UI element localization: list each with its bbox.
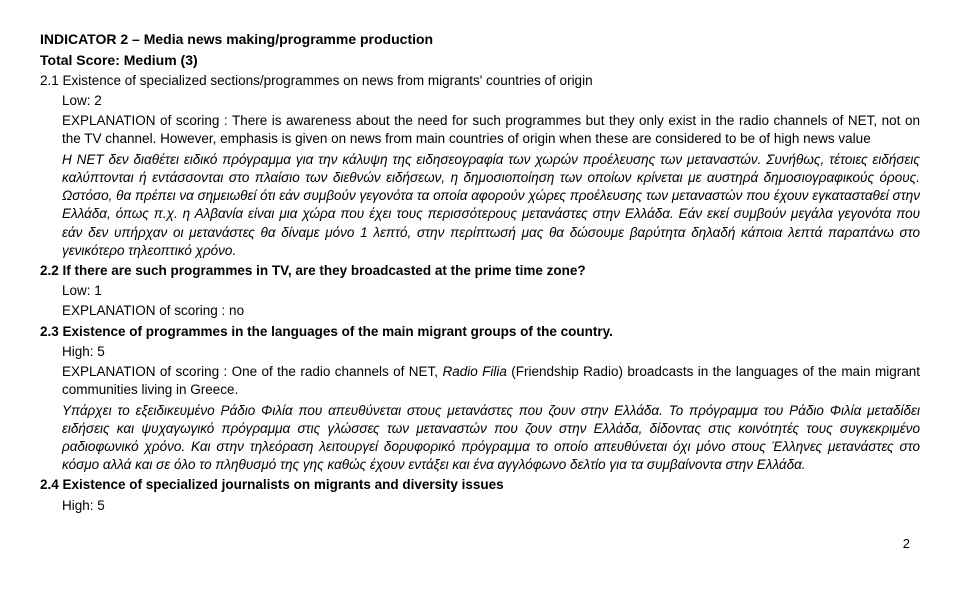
section-2-3-head: 2.3 Existence of programmes in the langu… (40, 323, 920, 341)
section-2-3-body: Υπάρχει το εξειδικευμένο Ράδιο Φιλία που… (62, 402, 920, 475)
section-2-1-head: 2.1 Existence of specialized sections/pr… (40, 72, 920, 90)
section-2-1-body: Η ΝΕΤ δεν διαθέτει ειδικό πρόγραμμα για … (62, 151, 920, 260)
section-2-1-rating: Low: 2 (62, 92, 920, 110)
page-number: 2 (40, 535, 920, 553)
total-score: Total Score: Medium (3) (40, 51, 920, 70)
section-2-2-explanation: EXPLANATION of scoring : no (62, 302, 920, 320)
section-2-1-explanation: EXPLANATION of scoring : There is awaren… (62, 112, 920, 148)
section-2-4-head: 2.4 Existence of specialized journalists… (40, 476, 920, 494)
section-2-3-expl-a: EXPLANATION of scoring : One of the radi… (62, 364, 442, 379)
section-2-4-rating: High: 5 (62, 497, 920, 515)
section-2-3-explanation: EXPLANATION of scoring : One of the radi… (62, 363, 920, 399)
section-2-3-body-a: Υπάρχει το εξειδικευμένο Ράδιο Φιλία που… (62, 403, 663, 418)
indicator-title: INDICATOR 2 – Media news making/programm… (40, 30, 920, 49)
section-2-2-rating: Low: 1 (62, 282, 920, 300)
section-2-3-rating: High: 5 (62, 343, 920, 361)
section-2-2-head: 2.2 If there are such programmes in TV, … (40, 262, 920, 280)
section-2-3-expl-italic: Radio Filia (442, 364, 506, 379)
